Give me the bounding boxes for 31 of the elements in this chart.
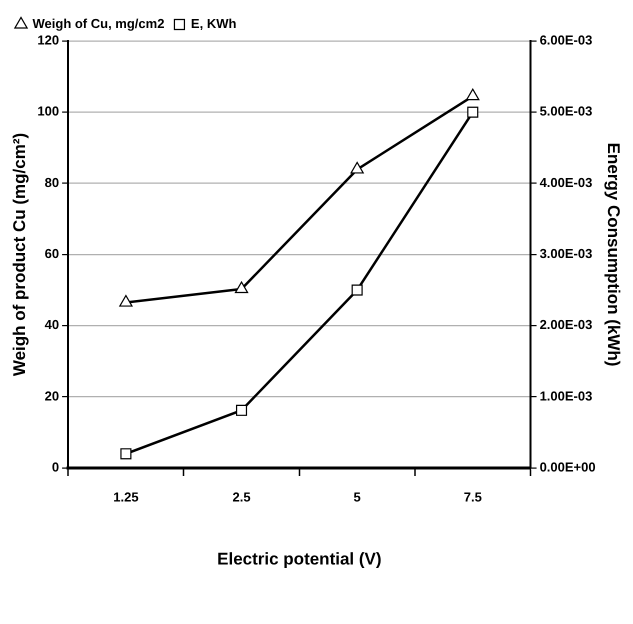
x-tick-label: 5 xyxy=(354,489,361,504)
point xyxy=(466,88,480,100)
y2-tick-label: 6.00E-03 xyxy=(540,32,592,48)
point xyxy=(120,448,132,460)
x-tick-label: 2.5 xyxy=(232,489,251,504)
y-tick-label: 120 xyxy=(37,32,60,48)
y-tick-label: 80 xyxy=(44,174,60,190)
y2-tick-label: 0.00E+00 xyxy=(540,460,596,475)
y2-tick-label: 3.00E-03 xyxy=(540,246,592,262)
y-axis-title: Weigh of product Cu (mg/cm²) xyxy=(10,132,29,376)
x-tick-label: 7.5 xyxy=(464,489,482,504)
point xyxy=(352,284,363,296)
y2-tick-label: 5.00E-03 xyxy=(540,104,592,119)
y-tick-label: 60 xyxy=(44,246,60,262)
y2-axis-title: Energy Consumption (kWh) xyxy=(604,142,624,366)
y-tick-label: 20 xyxy=(44,388,60,404)
y2-tick-label: 4.00E-03 xyxy=(540,174,592,190)
x-tick-label: 1.25 xyxy=(113,489,139,504)
point xyxy=(350,162,364,174)
legend-label: Weigh of Cu, mg/cm2 xyxy=(32,16,164,32)
y-tick-label: 0 xyxy=(52,460,60,475)
point xyxy=(234,281,248,294)
legend-label: E, KWh xyxy=(190,16,236,32)
point xyxy=(467,106,478,118)
y-tick-label: 40 xyxy=(44,317,60,332)
point xyxy=(236,404,248,416)
y2-tick-label: 2.00E-03 xyxy=(540,317,592,332)
y-tick-label: 100 xyxy=(37,104,60,119)
x-axis-title: Electric potential (V) xyxy=(217,549,382,568)
point xyxy=(119,294,133,307)
y2-tick-label: 1.00E-03 xyxy=(540,388,592,404)
